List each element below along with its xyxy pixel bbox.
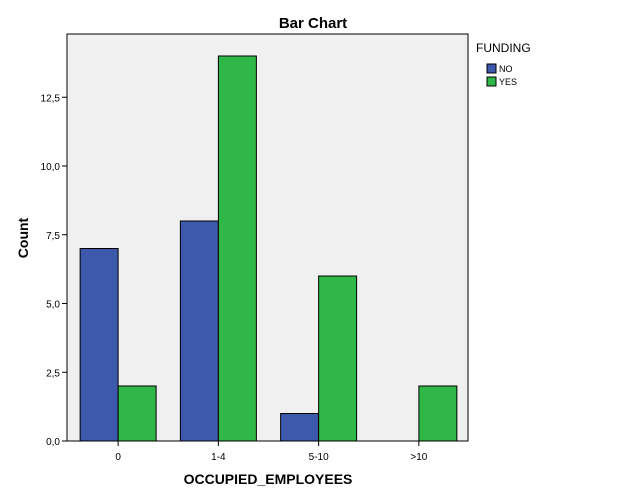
y-tick-label: 12,5 [41, 93, 61, 104]
bar-no-2 [280, 413, 320, 442]
y-tick-label: 0,0 [46, 437, 60, 448]
plot-area [66, 33, 469, 442]
x-axis: 0 1-4 5-10 >10 [115, 441, 428, 463]
legend-label-yes: YES [499, 77, 517, 87]
x-tick-label: 1-4 [211, 452, 226, 463]
x-tick-label: 0 [115, 452, 121, 463]
y-axis: 0,0 2,5 5,0 7,5 10,0 12,5 [41, 93, 67, 448]
bar-no-0 [79, 248, 119, 442]
bars-group [79, 55, 458, 442]
y-tick-label: 10,0 [41, 162, 61, 173]
y-tick-label: 2,5 [46, 368, 60, 379]
legend: FUNDING NO YES [476, 41, 531, 87]
bar-yes-0 [117, 385, 157, 442]
x-axis-label: OCCUPIED_EMPLOYEES [184, 471, 353, 487]
chart-title: Bar Chart [279, 15, 347, 32]
y-tick-label: 5,0 [46, 300, 60, 311]
bar-no-1 [179, 220, 219, 442]
x-tick-label: >10 [410, 452, 427, 463]
y-axis-label: Count [15, 217, 31, 258]
legend-title: FUNDING [476, 41, 531, 55]
bar-yes-2 [318, 275, 358, 442]
legend-swatch-no [486, 63, 497, 74]
y-tick-label: 7,5 [46, 231, 60, 242]
x-tick-label: 5-10 [309, 452, 329, 463]
bar-yes-1 [217, 55, 257, 442]
legend-label-no: NO [499, 64, 513, 74]
bar-yes-3 [418, 385, 458, 442]
legend-swatch-yes [486, 76, 497, 87]
